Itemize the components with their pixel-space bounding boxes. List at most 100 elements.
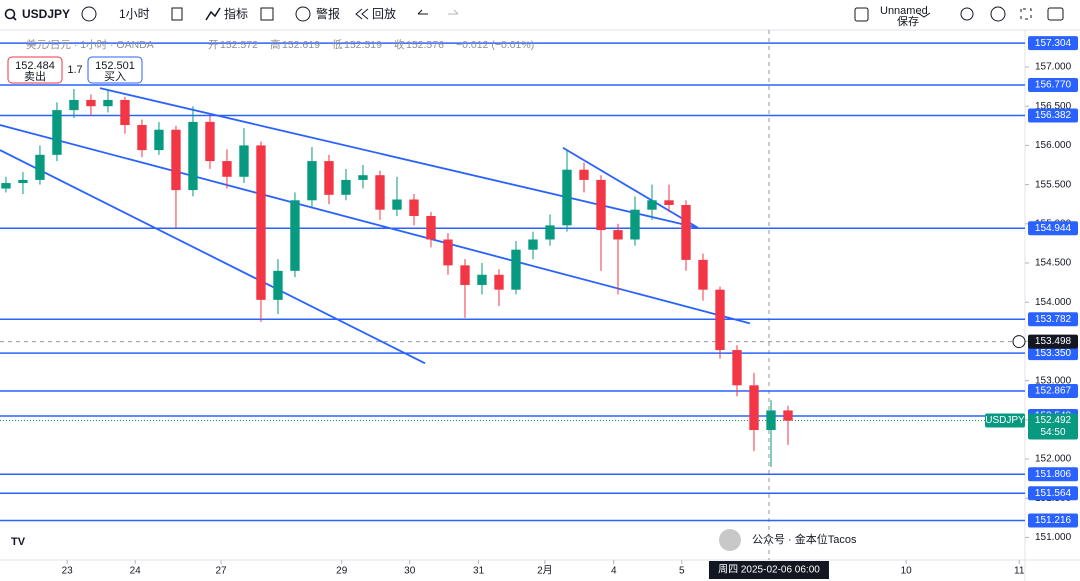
save[interactable]: 保存 — [897, 14, 919, 28]
candle-body — [86, 99, 96, 107]
candle-body — [256, 145, 266, 300]
watermark-text: 公众号 · 金本位Tacos — [752, 532, 857, 546]
level-label: 151.806 — [1035, 469, 1072, 480]
buy-label: 买入 — [104, 70, 126, 83]
candle-body — [35, 154, 45, 180]
level-label: 153.350 — [1035, 348, 1072, 359]
level-label: 151.564 — [1035, 488, 1072, 499]
candle-body — [137, 125, 147, 151]
last-price-box — [1028, 413, 1078, 440]
low-label: 低 — [332, 38, 343, 51]
crosshair-time-label: 周四 2025-02-06 06:00 — [718, 564, 820, 576]
close-label: 收 — [394, 38, 405, 51]
candle-body — [341, 179, 351, 195]
x-tick-label: 27 — [215, 566, 227, 577]
candle-body — [69, 99, 79, 111]
y-tick-label: 154.000 — [1035, 297, 1072, 308]
trade-buttons: 152.484 卖出 1.7 152.501 买入 — [7, 56, 143, 84]
candle-body — [392, 199, 402, 210]
search-icon[interactable] — [4, 8, 16, 20]
candle-body — [545, 225, 555, 240]
candle-body — [205, 121, 215, 162]
indicators[interactable]: 指标 — [224, 6, 248, 21]
toolbar: USDJPY 1小时 指标 警报 回放 Unnamed 保存 — [0, 5, 1080, 31]
candle-body — [528, 239, 538, 250]
x-tick-label: 29 — [336, 566, 348, 577]
x-tick-label: 5 — [679, 566, 685, 577]
close-value: 152.576 — [406, 39, 444, 51]
plot-area: 157.000156.500156.000155.500155.000154.5… — [0, 30, 1080, 581]
buy-price: 152.501 — [95, 60, 135, 72]
buy-button[interactable] — [87, 56, 143, 84]
alerts[interactable]: 警报 — [316, 6, 340, 21]
candle-body — [103, 99, 113, 107]
sell-button[interactable] — [7, 56, 63, 84]
candle-body — [613, 230, 623, 240]
last-price-symbol-box — [985, 413, 1025, 428]
x-tick-label: 23 — [62, 566, 74, 577]
x-tick-label: 4 — [611, 566, 617, 577]
level-label-box — [1028, 467, 1078, 482]
y-tick-label: 153.000 — [1035, 375, 1072, 386]
chart-type-icon[interactable] — [171, 7, 183, 21]
candle-body — [681, 204, 691, 260]
screenshot[interactable] — [1047, 7, 1064, 21]
crosshair-price-box — [1028, 334, 1078, 349]
level-label-box — [1028, 108, 1078, 123]
layout-menu[interactable] — [917, 12, 931, 18]
replay[interactable]: 回放 — [372, 6, 396, 21]
candle-body — [358, 175, 368, 180]
crosshair-price-label: 153.498 — [1035, 336, 1072, 347]
candle-body — [596, 179, 606, 231]
x-tick-label: 10 — [901, 566, 913, 577]
undo[interactable] — [417, 9, 428, 15]
level-label: 154.944 — [1035, 223, 1072, 234]
x-tick-label: 24 — [130, 566, 142, 577]
x-tick-label: 30 — [404, 566, 416, 577]
trendline — [0, 124, 751, 325]
candle-body — [630, 209, 640, 240]
quick-search[interactable] — [960, 7, 974, 21]
search-icon — [12, 16, 17, 21]
high-label: 高 — [270, 38, 281, 51]
layout-icon[interactable] — [854, 7, 869, 22]
level-label-box — [1028, 384, 1078, 399]
add-symbol[interactable] — [81, 6, 97, 22]
candle-body — [664, 200, 674, 205]
open-label: 开 — [208, 39, 219, 51]
layout-name[interactable]: Unnamed — [880, 5, 928, 17]
level-label-box — [1028, 78, 1078, 93]
level-label-box — [1028, 221, 1078, 236]
level-label-box — [1028, 513, 1078, 528]
open-value: 152.572 — [220, 39, 258, 51]
candle-body — [1, 183, 11, 189]
candle-body — [307, 161, 317, 201]
candle-body — [324, 161, 334, 195]
settings[interactable] — [990, 6, 1006, 22]
candle-body — [732, 350, 742, 386]
watermark: 公众号 · 金本位Tacos — [719, 529, 857, 551]
candle-body — [239, 145, 249, 177]
templates-icon[interactable] — [260, 7, 274, 21]
change: −0.012 (−0.01%) — [456, 39, 534, 51]
trendline — [0, 149, 426, 365]
candle-body — [749, 385, 759, 431]
spread: 1.7 — [67, 64, 82, 76]
sell-price: 152.484 — [15, 60, 55, 72]
redo[interactable] — [448, 9, 459, 15]
countdown: 54:50 — [1040, 427, 1065, 438]
candle-body — [409, 199, 419, 216]
symbol[interactable]: USDJPY — [22, 7, 70, 21]
candle-body — [766, 410, 776, 431]
low-value: 152.519 — [344, 39, 382, 51]
interval[interactable]: 1小时 — [119, 7, 150, 21]
y-tick-label: 152.000 — [1035, 454, 1072, 465]
candle-body — [188, 121, 198, 191]
x-tick-label: 2月 — [537, 565, 553, 577]
trendline — [562, 146, 699, 229]
candle-body — [579, 169, 589, 180]
y-tick-label: 156.500 — [1035, 101, 1072, 112]
series-name: 美元/日元 · 1小时 · OANDA — [26, 38, 154, 51]
